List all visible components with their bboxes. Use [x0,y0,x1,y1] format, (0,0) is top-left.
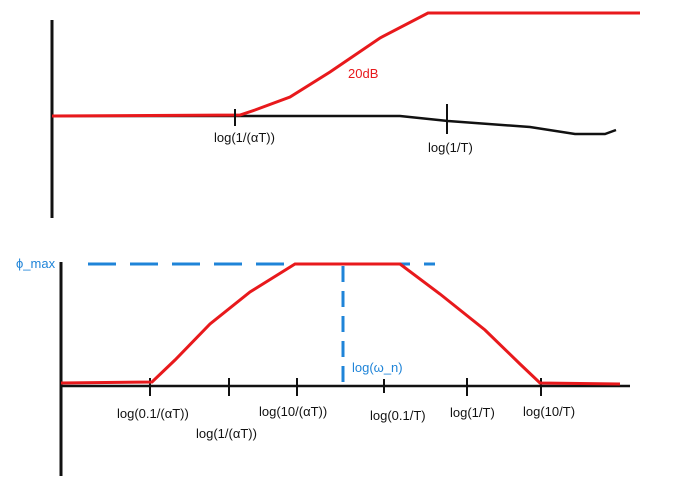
uncompensated-magnitude-curve [52,114,617,136]
tick-label: log(1/(αT)) [214,130,275,145]
tick-label: log(10/(αT)) [259,404,327,419]
tick-label: log(1/T) [428,140,473,155]
tick-label: log(0.1/(αT)) [117,406,189,421]
phase-curve [60,262,621,386]
magnitude-plot: 20dB log(1/(αT)) log(1/T) [50,11,640,218]
tick-label: log(1/(αT)) [196,426,257,441]
phase-max-label: ϕ_max [16,256,56,271]
tick-label: log(0.1/T) [370,408,426,423]
gain-label: 20dB [348,66,378,81]
omega-n-label: log(ω_n) [352,360,403,375]
phase-plot: ϕ_max log(ω_n) log(0.1/(αT)) log(1/(αT))… [16,256,630,476]
tick-label: log(1/T) [450,405,495,420]
lead-magnitude-curve [51,11,640,118]
tick-label: log(10/T) [523,404,575,419]
